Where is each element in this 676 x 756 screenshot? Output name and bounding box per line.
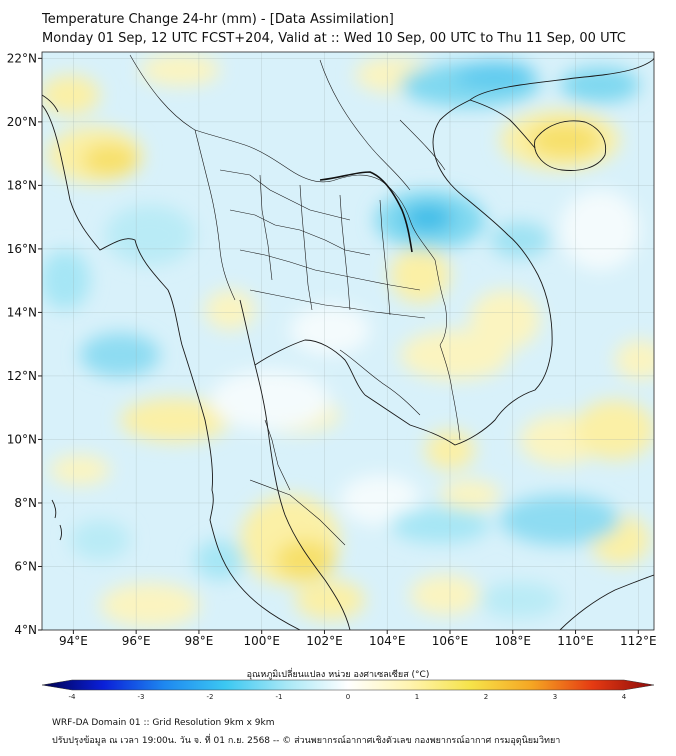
map-title: Temperature Change 24-hr (mm) - [Data As… <box>42 12 394 27</box>
lat-tick-label: 14°N <box>7 305 37 319</box>
footer-credit: ปรับปรุงข้อมูล ณ เวลา 19:00น. วัน จ. ที่… <box>52 736 561 746</box>
graticule <box>42 52 654 630</box>
colorbar-tick-label: -4 <box>69 693 77 700</box>
lon-tick-label: 112°E <box>620 634 657 648</box>
colorbar: -4 -3 -2 -1 0 1 2 3 4 <box>41 679 655 700</box>
admin-borders <box>129 54 461 546</box>
colorbar-tick-label: 4 <box>622 693 627 700</box>
map-field <box>42 52 654 630</box>
lat-tick-label: 22°N <box>7 51 37 65</box>
colorbar-tick-label: -1 <box>276 693 283 700</box>
footer-model-info: WRF-DA Domain 01 :: Grid Resolution 9km … <box>52 718 275 728</box>
lon-tick-label: 102°E <box>306 634 343 648</box>
colorbar-tick-label: 3 <box>553 693 557 700</box>
colorbar-bar <box>41 679 655 691</box>
colorbar-tick-label: 0 <box>346 693 350 700</box>
lon-tick-label: 94°E <box>59 634 88 648</box>
colorbar-tick-label: 1 <box>415 693 419 700</box>
lon-tick-label: 100°E <box>243 634 280 648</box>
lat-tick-label: 16°N <box>7 242 37 256</box>
colorbar-title: อุณหภูมิเปลี่ยนแปลง หน่วย องศาเซลเซียส (… <box>246 670 430 680</box>
lon-tick-label: 96°E <box>122 634 151 648</box>
colorbar-ticks: -4 -3 -2 -1 0 1 2 3 4 <box>69 693 627 700</box>
lon-tick-label: 106°E <box>432 634 469 648</box>
colorbar-tick-label: -3 <box>138 693 145 700</box>
mekong-border <box>319 171 413 253</box>
axis-labels: 94°E 96°E 98°E 100°E 102°E 104°E 106°E 108°E 110… <box>7 51 657 648</box>
lat-tick-label: 8°N <box>14 496 37 510</box>
lat-tick-label: 18°N <box>7 178 37 192</box>
map-frame <box>41 51 655 631</box>
colorbar-tick-label: 2 <box>484 693 488 700</box>
map-subtitle: Monday 01 Sep, 12 UTC FCST+204, Valid at… <box>42 31 626 46</box>
lon-tick-label: 108°E <box>495 634 532 648</box>
coastlines <box>42 57 654 630</box>
lat-tick-label: 6°N <box>14 559 37 573</box>
colorbar-tick-label: -2 <box>207 693 214 700</box>
lat-tick-label: 12°N <box>7 369 37 383</box>
temperature-change-map: 94°E 96°E 98°E 100°E 102°E 104°E 106°E 108°E 110… <box>7 51 657 700</box>
lat-tick-label: 10°N <box>7 432 37 446</box>
lon-tick-label: 98°E <box>184 634 213 648</box>
temperature-anomaly-field <box>42 54 654 627</box>
lon-tick-label: 110°E <box>557 634 594 648</box>
lat-tick-label: 20°N <box>7 115 37 129</box>
lon-tick-label: 104°E <box>369 634 406 648</box>
lat-tick-label: 4°N <box>14 623 37 637</box>
